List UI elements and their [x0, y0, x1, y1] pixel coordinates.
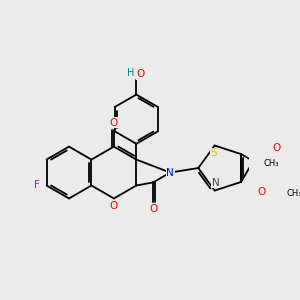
- Text: O: O: [149, 204, 158, 214]
- Text: O: O: [137, 69, 145, 79]
- Text: CH₃: CH₃: [264, 159, 279, 168]
- Text: N: N: [212, 178, 220, 188]
- Text: F: F: [34, 181, 40, 190]
- Text: S: S: [210, 148, 217, 158]
- Text: O: O: [110, 201, 118, 211]
- Text: O: O: [258, 188, 266, 197]
- Text: H: H: [127, 68, 134, 78]
- Text: N: N: [166, 167, 174, 178]
- Text: CH₃: CH₃: [286, 189, 300, 198]
- Text: O: O: [110, 118, 118, 128]
- Text: O: O: [272, 143, 281, 154]
